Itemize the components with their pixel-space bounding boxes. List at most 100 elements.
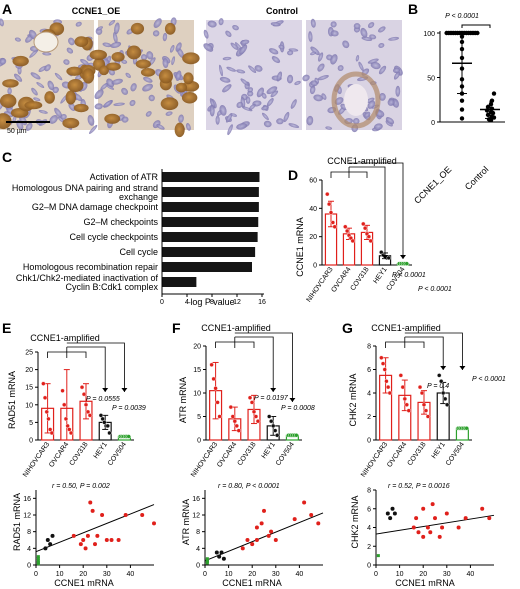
chartE-arrow-head: [102, 388, 109, 392]
tissue-nucleus: [392, 67, 401, 74]
chartD-point: [328, 210, 334, 215]
scatter-f: [202, 490, 324, 568]
tissue-nucleus: [287, 50, 294, 56]
tissue-nucleus: [261, 112, 269, 121]
scatG-point-hey1: [385, 511, 390, 516]
e-pvalue-2: P = 0.0039: [112, 405, 146, 412]
tissue-nucleus: [353, 23, 361, 30]
tissue-nucleus: [94, 89, 104, 100]
c-category-1: Homologous DNA pairing and strand: [12, 183, 158, 193]
scatE-point-hey1: [50, 533, 55, 538]
tissue-nucleus: [146, 51, 154, 60]
chartG-arrow-head: [440, 366, 447, 370]
tissue-nucleus: [30, 72, 41, 80]
scatF-point-amplified: [259, 521, 264, 526]
scatE-point-amplified: [100, 513, 105, 517]
panel-f-label: F: [172, 320, 181, 336]
f-sy-tick-2: 8: [196, 529, 200, 536]
panel-a-label: A: [2, 1, 12, 17]
chartE-point: [79, 385, 85, 390]
scatG-point-hey1: [388, 516, 393, 521]
tissue-nucleus: [215, 115, 220, 125]
tissue-nucleus: [102, 42, 112, 48]
d-ylabel: CCNE1 mRNA: [295, 217, 305, 277]
tissue-nucleus: [236, 101, 243, 108]
tissue-nucleus: [230, 42, 239, 50]
chartE-point: [65, 423, 70, 429]
scatE-point-amplified: [71, 533, 76, 538]
tissue-nucleus: [365, 97, 375, 104]
scatF-point-amplified: [262, 508, 266, 513]
g-scatter-stat: r = 0.52, P = 0.0016: [388, 483, 450, 490]
tissue-nucleus: [121, 59, 128, 64]
tissue-nucleus: [68, 37, 75, 46]
scatG-point-amplified: [440, 525, 445, 530]
tissue-nucleus: [129, 99, 136, 107]
b-point-control: [485, 104, 491, 110]
g-ylabel: CHK2 mRNA: [348, 373, 358, 426]
c-bar: [162, 277, 197, 287]
scatG-fit-line: [375, 514, 495, 535]
chartF-point: [251, 409, 257, 414]
tissue-nucleus: [271, 56, 281, 64]
tissue-nucleus: [111, 78, 123, 85]
tissue-nucleus: [270, 22, 281, 27]
chartD-point: [404, 261, 409, 266]
tissue-nucleus: [113, 32, 118, 44]
scatF-point-amplified: [309, 513, 314, 517]
stained-nucleus: [111, 52, 125, 62]
tissue-nucleus: [342, 40, 350, 49]
chartF-point: [253, 414, 259, 419]
e-sy-tick-1: 4: [27, 546, 31, 553]
g-ytick-4: 8: [367, 344, 371, 351]
tissue-nucleus: [49, 115, 58, 124]
chartF-point: [294, 433, 299, 438]
d-category-2: COV318: [349, 266, 370, 292]
tissue-nucleus: [364, 111, 371, 118]
chartG-point: [444, 402, 450, 407]
stained-nucleus: [126, 45, 142, 60]
scatG-point-hey1: [390, 506, 395, 511]
tissue-nucleus: [130, 83, 137, 92]
e-ylabel: RAD51 mRNA: [7, 371, 17, 429]
f-sx-tick-3: 30: [272, 571, 280, 578]
tissue-nucleus: [241, 106, 253, 112]
scatF-point-hey1: [219, 550, 224, 555]
micrograph-control-1: [203, 18, 302, 136]
scatF-point-amplified: [269, 529, 274, 534]
tissue-nucleus: [245, 96, 251, 104]
tissue-nucleus: [33, 97, 41, 102]
tissue-nucleus: [38, 110, 48, 114]
f-ytick-3: 15: [193, 367, 201, 374]
scatE-point-amplified: [152, 521, 156, 526]
chartG-point: [402, 396, 407, 402]
scatF-point-amplified: [292, 517, 297, 522]
tissue-nucleus: [308, 31, 313, 43]
g-sy-tick-2: 4: [367, 525, 371, 532]
tissue-nucleus: [185, 123, 191, 131]
tissue-nucleus: [96, 26, 104, 31]
scatG-point-amplified: [437, 534, 442, 539]
scatE-point-hey1: [45, 538, 50, 542]
c-bar: [162, 217, 259, 227]
stained-nucleus: [98, 65, 109, 76]
chartD-point: [344, 228, 350, 234]
scatF-point-amplified: [302, 500, 307, 505]
panel-a-title-control: Control: [266, 6, 298, 16]
c-bar: [162, 262, 252, 272]
tissue-nucleus: [318, 52, 324, 62]
chartF-point: [269, 419, 274, 424]
chartE-point: [62, 402, 67, 407]
chartD-point: [343, 224, 348, 229]
stained-nucleus: [12, 55, 29, 67]
tissue-nucleus: [278, 44, 285, 50]
g-category-3: HEY1: [431, 441, 447, 460]
tissue-nucleus: [42, 52, 52, 56]
c-xtick-8: 8: [210, 299, 214, 306]
chart-f: [203, 332, 302, 441]
chartD-point: [325, 191, 330, 197]
b-point-control: [489, 98, 495, 103]
c-bar: [162, 232, 258, 242]
b-category-ccne1-oe: CCNE1_OE: [412, 164, 453, 205]
stained-nucleus: [0, 94, 17, 108]
